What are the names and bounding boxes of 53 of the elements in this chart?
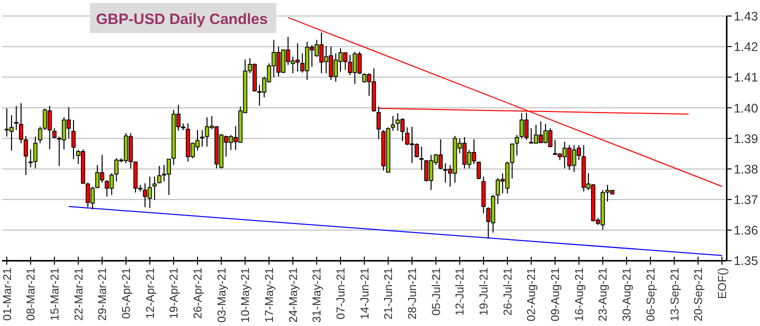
x-tick-label: 12-Jul-21 — [454, 268, 467, 316]
x-tick-label: 02-Aug-21 — [526, 268, 538, 322]
candlestick — [390, 116, 396, 132]
x-tick-label: 17-May-21 — [264, 268, 276, 323]
x-tick-label: 03-May-21 — [216, 268, 228, 323]
y-tick-label: 1.42 — [734, 40, 758, 54]
candlestick — [14, 105, 18, 131]
y-tick-label: 1.35 — [734, 254, 758, 268]
x-tick-label: 30-Aug-21 — [622, 268, 634, 322]
x-tick-label: 13-Sep-21 — [669, 268, 682, 322]
x-tick-label: 16-Aug-21 — [574, 268, 586, 322]
y-tick-label: 1.37 — [734, 193, 758, 208]
x-tick-label: 26-Apr-21 — [192, 268, 204, 319]
chart-title: GBP-USD Daily Candles — [96, 11, 268, 28]
candlestick — [157, 165, 162, 184]
x-tick-label: 31-May-21 — [312, 268, 324, 323]
x-tick-label: 21-Jun-21 — [383, 268, 396, 320]
x-tick-label: 14-Jun-21 — [359, 268, 372, 320]
x-tick-label: 20-Sep-21 — [693, 268, 706, 322]
x-tick-label: EOF() — [716, 268, 729, 300]
candlestick — [419, 146, 424, 170]
y-tick-label: 1.40 — [734, 101, 758, 116]
x-tick-label: 12-Apr-21 — [144, 268, 157, 319]
x-tick-label: 22-Mar-21 — [73, 268, 86, 321]
x-tick-label: 08-Mar-21 — [26, 268, 38, 321]
x-tick-label: 24-May-21 — [288, 268, 300, 323]
x-tick-label: 19-Jul-21 — [478, 268, 491, 316]
x-tick-label: 09-Aug-21 — [550, 268, 562, 322]
y-tick-label: 1.41 — [734, 70, 758, 85]
candlestick — [24, 135, 28, 176]
x-tick-label: 05-Apr-21 — [120, 268, 133, 319]
x-tick-label: 01-Mar-21 — [2, 268, 14, 321]
x-tick-label: 07-Jun-21 — [336, 268, 348, 320]
candlestick — [52, 128, 57, 139]
x-tick-label: 15-Mar-21 — [49, 268, 62, 321]
y-tick-label: 1.38 — [734, 162, 758, 176]
y-tick-label: 1.43 — [734, 10, 758, 24]
x-tick-label: 26-Jul-21 — [502, 268, 514, 316]
x-tick-label: 10-May-21 — [240, 268, 252, 323]
x-tick-label: 29-Mar-21 — [97, 268, 110, 321]
x-tick-label: 05-Jul-21 — [430, 268, 443, 316]
candlestick — [18, 102, 24, 144]
candlestick — [38, 126, 42, 144]
x-tick-label: 28-Jun-21 — [407, 268, 420, 320]
candlestick — [514, 134, 520, 156]
y-tick-label: 1.39 — [734, 132, 758, 146]
x-tick-label: 19-Apr-21 — [168, 268, 181, 319]
candlestick — [476, 161, 481, 180]
y-tick-label: 1.36 — [734, 224, 758, 238]
x-tick-label: 06-Sep-21 — [645, 268, 658, 322]
candlestick — [71, 119, 76, 160]
candlestick — [152, 176, 157, 200]
x-tick-label: 23-Aug-21 — [598, 268, 610, 322]
